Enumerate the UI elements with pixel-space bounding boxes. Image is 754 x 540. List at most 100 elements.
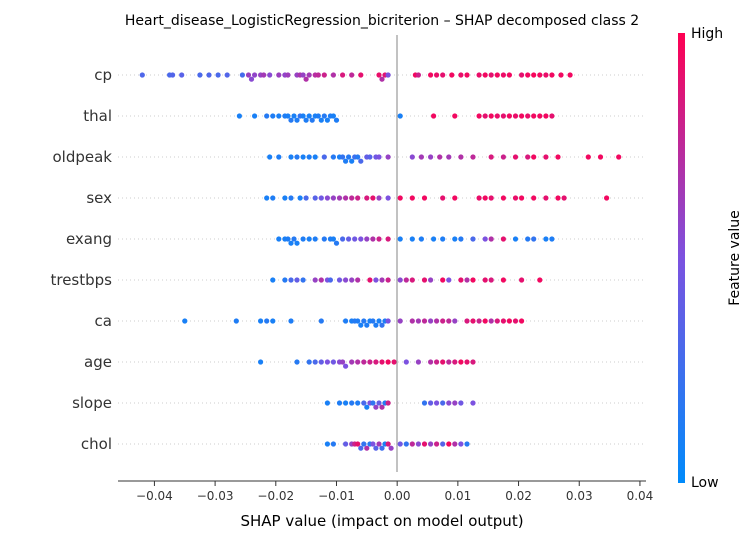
- shap-point-trestbps: [300, 277, 306, 283]
- shap-point-age: [428, 359, 434, 365]
- shap-point-thal: [309, 117, 315, 123]
- shap-point-slope: [343, 400, 349, 406]
- shap-point-ca: [506, 318, 512, 324]
- shap-point-cp: [248, 76, 255, 82]
- shap-point-chol: [464, 441, 470, 447]
- shap-point-oldpeak: [585, 154, 591, 160]
- shap-point-sex: [561, 195, 567, 201]
- shap-point-trestbps: [288, 277, 294, 283]
- shap-point-cp: [170, 72, 176, 78]
- x-tick-label: −0.01: [318, 489, 355, 503]
- x-tick-label: −0.04: [136, 489, 173, 503]
- shap-point-ca: [494, 318, 500, 324]
- shap-point-trestbps: [270, 277, 276, 283]
- shap-point-trestbps: [500, 277, 506, 283]
- shap-point-trestbps: [318, 277, 324, 283]
- shap-point-thal: [330, 113, 336, 119]
- shap-point-sex: [370, 195, 376, 201]
- shap-point-trestbps: [488, 277, 494, 283]
- shap-point-ca: [358, 322, 364, 328]
- shap-point-age: [330, 359, 336, 365]
- shap-point-exang: [512, 236, 519, 242]
- shap-point-thal: [500, 113, 506, 119]
- shap-point-age: [379, 359, 385, 365]
- shap-point-thal: [543, 113, 549, 119]
- shap-point-thal: [506, 113, 512, 119]
- shap-point-exang: [376, 236, 382, 242]
- shap-point-age: [458, 359, 464, 365]
- shap-point-ca: [379, 322, 385, 328]
- shap-point-thal: [300, 113, 306, 119]
- shap-point-age: [258, 359, 264, 365]
- shap-point-cp: [494, 72, 500, 78]
- shap-point-age: [464, 359, 470, 365]
- shap-point-cp: [506, 72, 512, 78]
- shap-point-age: [343, 363, 349, 369]
- shap-point-cp: [440, 72, 446, 78]
- chart-title: Heart_disease_LogisticRegression_bicrite…: [125, 13, 639, 29]
- shap-point-sex: [421, 195, 428, 201]
- shap-point-oldpeak: [500, 154, 506, 160]
- shap-point-sex: [270, 195, 276, 201]
- shap-point-trestbps: [349, 277, 355, 283]
- shap-point-sex: [288, 195, 294, 201]
- shap-point-trestbps: [519, 277, 525, 283]
- shap-point-trestbps: [294, 277, 300, 283]
- shap-point-trestbps: [458, 277, 464, 283]
- shap-point-age: [434, 359, 440, 365]
- shap-point-thal: [306, 113, 312, 119]
- shap-point-exang: [500, 236, 506, 242]
- shap-point-cp: [358, 72, 364, 78]
- shap-point-cp: [340, 72, 346, 78]
- shap-point-trestbps: [409, 277, 415, 283]
- shap-point-ca: [415, 318, 421, 324]
- shap-point-cp: [139, 72, 145, 78]
- shap-point-oldpeak: [409, 154, 415, 160]
- shap-point-cp: [458, 72, 464, 78]
- feature-label-age: age: [84, 353, 112, 371]
- shap-point-ca: [370, 318, 376, 324]
- shap-point-ca: [364, 322, 370, 328]
- shap-point-exang: [312, 236, 318, 242]
- shap-point-oldpeak: [343, 158, 349, 164]
- shap-point-ca: [488, 318, 494, 324]
- shap-point-ca: [482, 318, 488, 324]
- shap-point-age: [391, 359, 397, 365]
- shap-point-oldpeak: [300, 154, 306, 160]
- shap-point-slope: [446, 400, 452, 406]
- shap-point-sex: [376, 195, 382, 201]
- feature-labels: cp thal oldpeak sex exang trestbps ca age slope c…: [50, 66, 112, 453]
- shap-point-exang: [488, 236, 494, 242]
- shap-point-sex: [364, 195, 370, 201]
- shap-point-ca: [446, 318, 452, 324]
- shap-point-thal: [431, 113, 437, 119]
- shap-point-thal: [303, 117, 309, 123]
- shap-point-ca: [470, 318, 476, 324]
- shap-point-slope: [440, 400, 446, 406]
- shap-point-sex: [385, 195, 391, 201]
- shap-point-exang: [285, 236, 291, 242]
- shap-point-cp: [276, 72, 282, 78]
- shap-point-thal: [315, 113, 321, 119]
- shap-point-chol: [446, 441, 452, 447]
- shap-point-cp: [303, 76, 309, 82]
- shap-point-chol: [379, 445, 385, 451]
- shap-point-age: [446, 359, 452, 365]
- shap-point-ca: [421, 318, 428, 324]
- shap-point-ca: [318, 318, 324, 324]
- shap-point-thal: [482, 113, 488, 119]
- shap-point-cp: [488, 72, 494, 78]
- shap-point-age: [324, 359, 330, 365]
- shap-point-thal: [452, 113, 458, 119]
- shap-point-cp: [476, 72, 482, 78]
- shap-point-slope: [376, 400, 382, 406]
- shap-point-exang: [330, 236, 336, 242]
- shap-point-thal: [531, 113, 537, 119]
- shap-point-thal: [264, 113, 270, 119]
- shap-point-ca: [434, 318, 440, 324]
- shap-point-cp: [434, 72, 440, 78]
- shap-point-trestbps: [327, 277, 333, 283]
- shap-point-exang: [291, 236, 297, 242]
- colorbar-low-label: Low: [691, 475, 719, 491]
- shap-point-slope: [428, 400, 434, 406]
